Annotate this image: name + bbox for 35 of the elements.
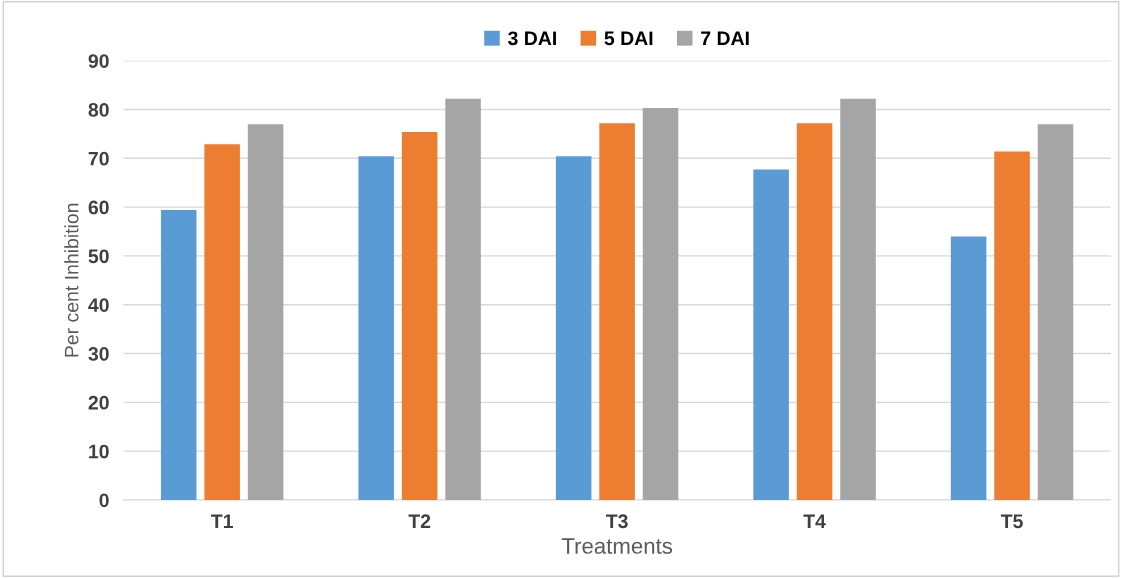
x-tick-label: T1 bbox=[211, 514, 233, 528]
bar bbox=[642, 108, 679, 500]
bar bbox=[445, 98, 481, 500]
legend-label: 7 DAI bbox=[701, 31, 749, 45]
bar bbox=[160, 210, 197, 500]
bar bbox=[994, 151, 1030, 500]
bar bbox=[753, 169, 789, 500]
y-tick-label: 70 bbox=[88, 151, 109, 166]
bar bbox=[204, 144, 240, 500]
bar bbox=[247, 124, 284, 500]
x-axis-title: Treatments bbox=[561, 538, 673, 554]
y-tick-label: 30 bbox=[88, 347, 109, 361]
bar bbox=[1037, 124, 1074, 500]
bar bbox=[555, 156, 592, 500]
y-axis-title: Per cent Inhibition bbox=[64, 203, 79, 357]
bar bbox=[950, 236, 987, 500]
x-tick-label: T2 bbox=[408, 514, 431, 528]
x-tick-label: T3 bbox=[605, 514, 628, 529]
bar bbox=[840, 98, 876, 500]
bar bbox=[358, 156, 394, 500]
y-tick-label: 60 bbox=[88, 200, 109, 215]
bar bbox=[401, 131, 438, 500]
y-tick-label: 40 bbox=[88, 298, 109, 312]
y-tick-label: 50 bbox=[88, 249, 109, 264]
y-tick-label: 0 bbox=[99, 493, 109, 508]
y-tick-label: 90 bbox=[88, 54, 109, 68]
y-tick-label: 10 bbox=[89, 444, 109, 459]
y-tick-label: 20 bbox=[88, 395, 109, 410]
x-tick-label: T4 bbox=[803, 514, 826, 528]
legend-label: 5 DAI bbox=[604, 31, 653, 46]
bar bbox=[796, 123, 833, 500]
legend-label: 3 DAI bbox=[507, 31, 556, 46]
x-tick-label: T5 bbox=[1000, 514, 1023, 529]
bar bbox=[599, 123, 635, 500]
y-tick-label: 80 bbox=[88, 102, 109, 117]
